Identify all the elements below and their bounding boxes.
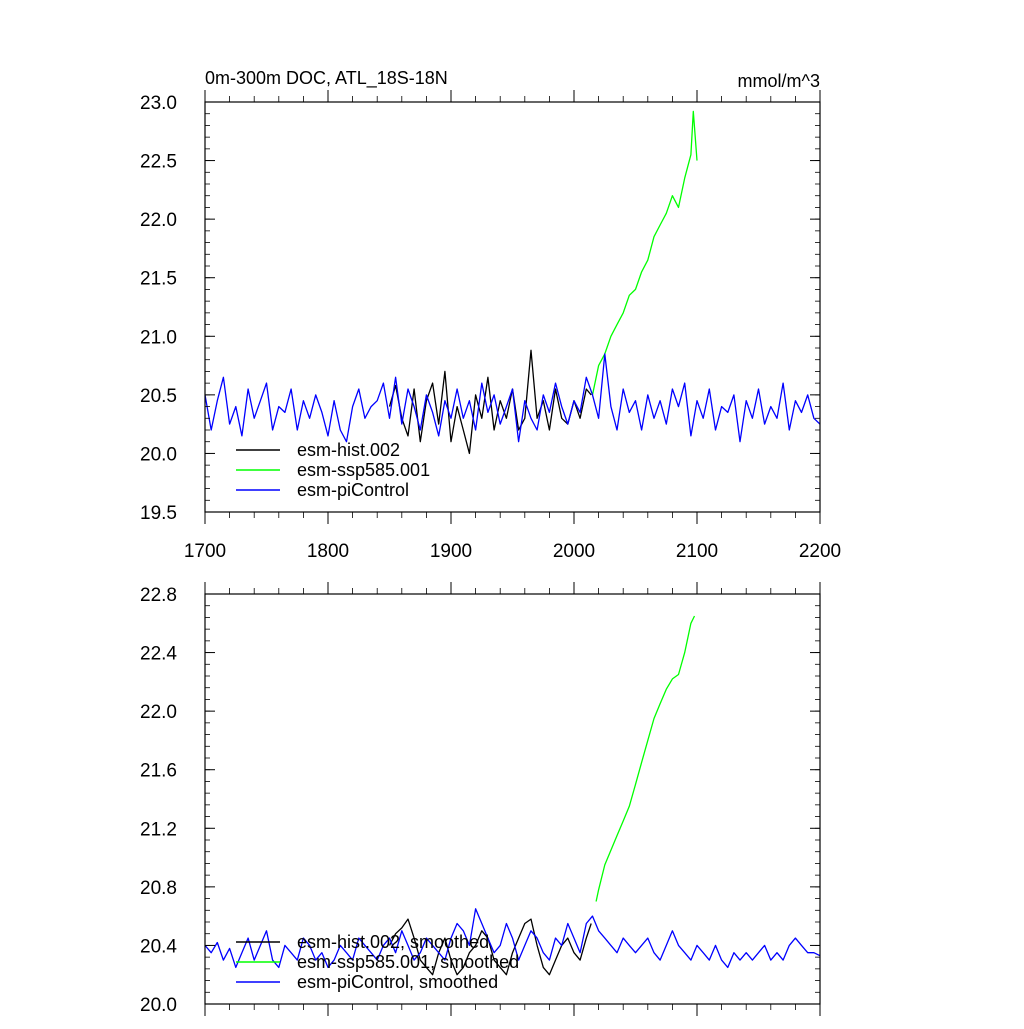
y-tick-label: 21.2 bbox=[140, 819, 177, 840]
series-line-2 bbox=[591, 110, 698, 396]
y-tick-label: 22.4 bbox=[140, 644, 177, 665]
chart-panel-1: 19.5 20.0 20.5 21.0 21.5 22.0 22.5 23.0 1700 1800… bbox=[140, 90, 841, 562]
y-tick-label: 21.0 bbox=[140, 327, 177, 348]
y-tick-label: 23.0 bbox=[140, 93, 177, 114]
chart-panel-2: 20.0 20.4 20.8 21.2 21.6 22.0 22.4 22.8 esm-hist… bbox=[140, 582, 821, 1016]
x-tick-label: 1900 bbox=[430, 541, 472, 562]
y-tick-label: 22.0 bbox=[140, 702, 177, 723]
x-tick-label: 2100 bbox=[676, 541, 718, 562]
legend-label-1: esm-hist.002 bbox=[297, 440, 400, 460]
y-tick-label: 22.8 bbox=[140, 585, 177, 606]
plot-frame bbox=[204, 593, 821, 1005]
series-line-3 bbox=[205, 908, 820, 969]
y-tick-label: 19.5 bbox=[140, 503, 177, 524]
y-tick-label: 20.0 bbox=[140, 995, 177, 1016]
chart-title: 0m-300m DOC, ATL_18S-18N bbox=[205, 68, 448, 89]
x-tick-label: 2200 bbox=[799, 541, 841, 562]
x-tick-label: 2000 bbox=[553, 541, 595, 562]
series-line-1 bbox=[388, 918, 592, 976]
y-tick-label: 20.8 bbox=[140, 878, 177, 899]
y-tick-label: 21.6 bbox=[140, 761, 177, 782]
y-tick-label: 22.0 bbox=[140, 210, 177, 231]
series-line-2 bbox=[595, 615, 696, 902]
legend-label-1: esm-hist.002, smoothed bbox=[297, 932, 489, 952]
series-line-3 bbox=[205, 353, 820, 443]
x-tick-label: 1800 bbox=[307, 541, 349, 562]
y-tick-label: 20.0 bbox=[140, 444, 177, 465]
y-tick-label: 20.4 bbox=[140, 936, 177, 957]
chart-units: mmol/m^3 bbox=[738, 71, 820, 91]
legend-label-3: esm-piControl, smoothed bbox=[297, 972, 498, 992]
legend-label-2: esm-ssp585.001 bbox=[297, 460, 430, 480]
y-tick-label: 22.5 bbox=[140, 152, 177, 173]
x-tick-label: 1700 bbox=[184, 541, 226, 562]
legend-label-3: esm-piControl bbox=[297, 480, 409, 500]
y-tick-label: 20.5 bbox=[140, 386, 177, 407]
legend-label-2: esm-ssp585.001, smoothed bbox=[297, 952, 519, 972]
y-tick-label: 21.5 bbox=[140, 269, 177, 290]
plot-frame bbox=[204, 101, 821, 513]
